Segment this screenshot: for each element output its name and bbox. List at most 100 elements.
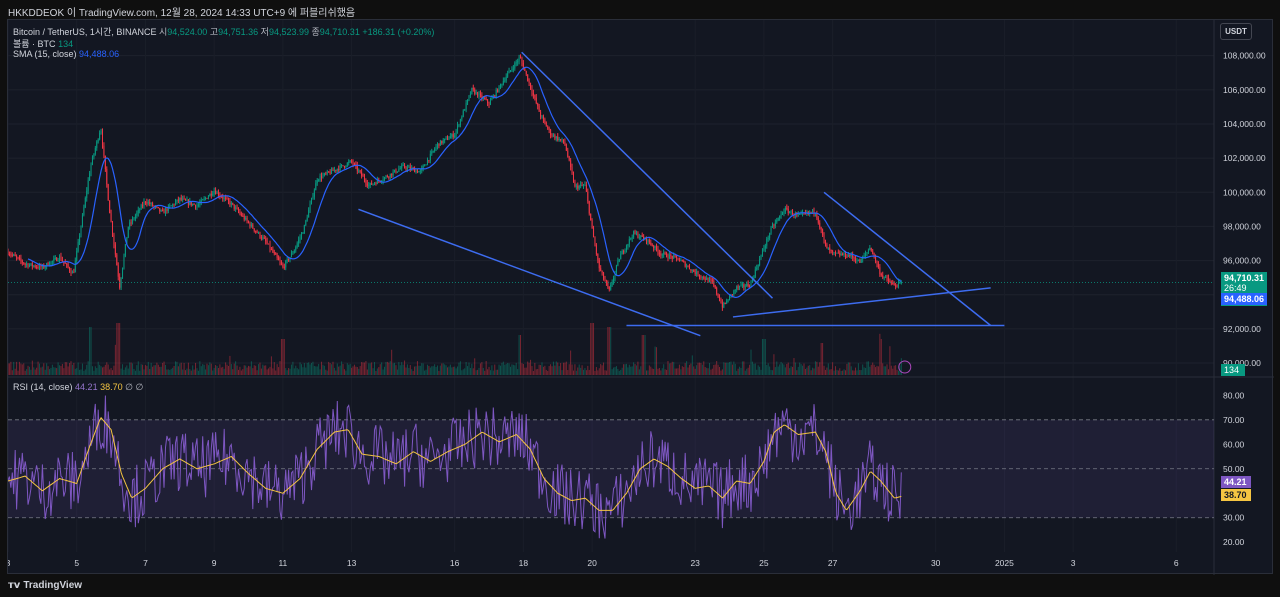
candle-body bbox=[832, 250, 834, 253]
candle-body bbox=[164, 209, 166, 214]
sma-price-tag: 94,488.06 bbox=[1221, 293, 1267, 305]
volume-bar bbox=[93, 370, 95, 375]
volume-bar bbox=[498, 364, 500, 375]
volume-bar bbox=[331, 364, 333, 375]
candle-body bbox=[701, 276, 703, 278]
candle-body bbox=[522, 62, 524, 69]
volume-bar bbox=[157, 364, 159, 375]
candle-body bbox=[206, 198, 208, 200]
volume-bar bbox=[355, 366, 357, 375]
candle-body bbox=[668, 254, 670, 259]
volume-bar bbox=[126, 365, 128, 375]
volume-bar bbox=[714, 364, 716, 375]
candle-body bbox=[396, 171, 398, 173]
candle-body bbox=[807, 211, 809, 214]
volume-bar bbox=[761, 339, 763, 375]
candle-body bbox=[528, 80, 530, 83]
candle-body bbox=[288, 259, 290, 261]
price-tick-label: 102,000.00 bbox=[1223, 153, 1266, 163]
volume-bar bbox=[876, 365, 878, 375]
volume-bar bbox=[896, 369, 898, 375]
volume-bar bbox=[771, 370, 773, 375]
volume-bar bbox=[190, 370, 192, 375]
volume-bar bbox=[872, 362, 874, 375]
candle-body bbox=[91, 157, 93, 165]
lightning-icon bbox=[898, 360, 912, 374]
candle-body bbox=[318, 179, 320, 181]
candle-body bbox=[315, 183, 317, 191]
volume-bar bbox=[132, 363, 134, 375]
candle-body bbox=[405, 167, 407, 170]
publish-bar: HKKDDEOK 이 TradingView.com, 12월 28, 2024… bbox=[0, 0, 1280, 19]
volume-bar bbox=[339, 365, 341, 375]
currency-button[interactable]: USDT bbox=[1220, 23, 1252, 40]
volume-bar bbox=[621, 367, 623, 375]
volume-bar bbox=[474, 358, 476, 375]
candle-body bbox=[279, 260, 281, 263]
open-label: 시 bbox=[158, 27, 168, 37]
candle-body bbox=[220, 196, 222, 198]
volume-bar bbox=[836, 369, 838, 375]
candle-body bbox=[388, 176, 390, 178]
candle-body bbox=[44, 266, 46, 268]
chart-area[interactable]: 90,000.0092,000.0094,000.0096,000.0098,0… bbox=[7, 19, 1274, 575]
volume-bar bbox=[259, 362, 261, 375]
chart-svg[interactable]: 90,000.0092,000.0094,000.0096,000.0098,0… bbox=[8, 20, 1274, 575]
candle-body bbox=[847, 254, 849, 257]
volume-bar bbox=[249, 366, 251, 375]
candle-body bbox=[494, 95, 496, 97]
candle-body bbox=[479, 93, 481, 95]
volume-bar bbox=[288, 368, 290, 375]
volume-bar bbox=[620, 369, 622, 375]
candle-body bbox=[366, 183, 368, 186]
volume-bar bbox=[663, 364, 665, 375]
volume-bar bbox=[459, 361, 461, 375]
volume-bar bbox=[822, 343, 824, 375]
volume-bar bbox=[189, 368, 191, 375]
candle-body bbox=[180, 197, 182, 200]
candle-body bbox=[887, 278, 889, 281]
volume-bar bbox=[120, 368, 122, 375]
candle-body bbox=[860, 259, 862, 263]
volume-bar bbox=[435, 366, 437, 375]
volume-bar bbox=[144, 365, 146, 375]
candle-body bbox=[823, 234, 825, 240]
volume-bar bbox=[219, 364, 221, 375]
candle-body bbox=[447, 137, 449, 140]
rsi-tick-label: 50.00 bbox=[1223, 464, 1245, 474]
candle-body bbox=[568, 156, 570, 161]
candle-body bbox=[590, 213, 592, 221]
volume-bar bbox=[887, 369, 889, 375]
time-tick-label: 3 bbox=[8, 558, 11, 568]
time-tick-label: 13 bbox=[347, 558, 357, 568]
candle-body bbox=[562, 139, 564, 143]
candle-body bbox=[584, 184, 586, 186]
candle-body bbox=[600, 268, 602, 271]
candle-body bbox=[197, 204, 199, 207]
volume-bar bbox=[195, 362, 197, 375]
candle-body bbox=[714, 285, 716, 288]
volume-bar bbox=[671, 361, 673, 375]
candle-body bbox=[209, 193, 211, 197]
volume-bar bbox=[720, 370, 722, 375]
volume-bar bbox=[103, 366, 105, 375]
volume-bar bbox=[670, 363, 672, 375]
candle-body bbox=[124, 244, 126, 256]
volume-bar bbox=[471, 363, 473, 375]
volume-bar bbox=[130, 362, 132, 375]
volume-bar bbox=[472, 368, 474, 375]
volume-bar bbox=[716, 360, 718, 375]
price-tick-label: 98,000.00 bbox=[1223, 221, 1261, 231]
candle-body bbox=[597, 253, 599, 260]
volume-bar bbox=[100, 366, 102, 375]
candle-body bbox=[216, 192, 218, 194]
volume-bar bbox=[233, 363, 235, 375]
candle-body bbox=[308, 210, 310, 218]
candle-body bbox=[651, 244, 653, 246]
volume-bar bbox=[567, 370, 569, 375]
volume-bar bbox=[286, 370, 288, 375]
candle-body bbox=[773, 225, 775, 227]
volume-bar bbox=[176, 361, 178, 375]
candle-body bbox=[275, 253, 277, 255]
volume-bar bbox=[590, 323, 592, 375]
